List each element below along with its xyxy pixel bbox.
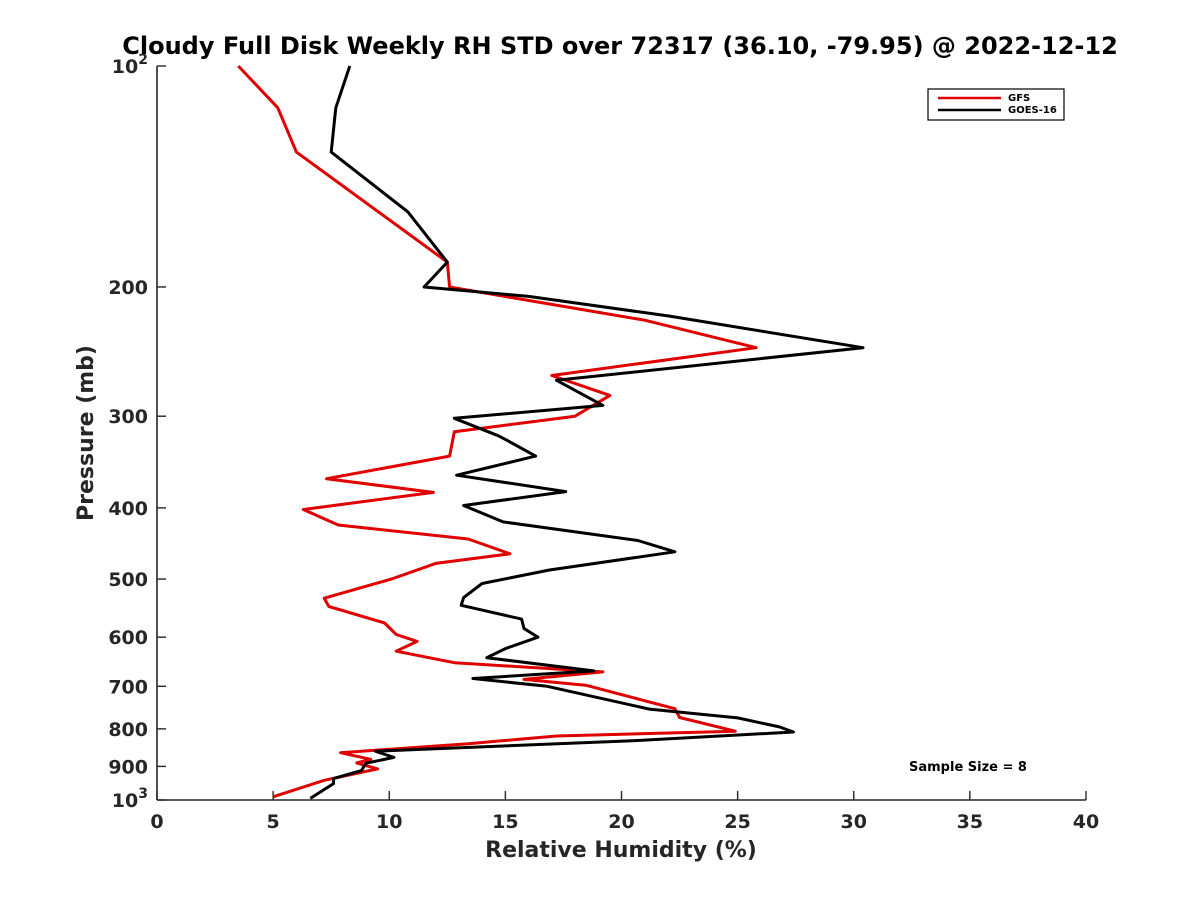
legend-box: [927, 88, 1065, 121]
x-tick-label: 20: [608, 811, 634, 833]
series-line-goes16: [309, 65, 865, 800]
y-tick-label: 900: [108, 756, 148, 778]
y-tick-label: 800: [108, 719, 148, 741]
x-tick-label: 25: [724, 811, 750, 833]
x-tick-label: 5: [267, 811, 280, 833]
y-ticks: 102 200 300 400 500 600 700 800 900 103: [108, 52, 166, 812]
y-tick-label: 500: [108, 569, 148, 591]
y-tick-label: 400: [108, 498, 148, 520]
x-tick-label: 10: [376, 811, 402, 833]
legend-label-goes16: GOES-16: [1008, 105, 1057, 116]
x-ticks: 0 5 10 15 20 25 30 35 40: [150, 791, 1099, 833]
x-tick-label: 35: [957, 811, 983, 833]
x-tick-label: 0: [150, 811, 163, 833]
y-tick-label: 102: [112, 52, 148, 78]
x-axis-label: Relative Humidity (%): [485, 838, 757, 863]
x-tick-label: 30: [841, 811, 867, 833]
y-tick-label: 300: [108, 406, 148, 428]
y-tick-label: 103: [112, 786, 148, 812]
legend-label-gfs: GFS: [1008, 93, 1030, 104]
x-tick-label: 15: [492, 811, 518, 833]
sample-size-annotation: Sample Size = 8: [909, 760, 1027, 775]
y-axis-label: Pressure (mb): [74, 345, 99, 521]
y-tick-label: 200: [108, 277, 148, 299]
series-line-gfs: [237, 64, 758, 799]
y-tick-label: 700: [108, 676, 148, 698]
chart-title: Cloudy Full Disk Weekly RH STD over 7231…: [122, 32, 1118, 60]
x-tick-label: 40: [1073, 811, 1099, 833]
series-lines: [237, 64, 865, 800]
y-tick-label: 600: [108, 627, 148, 649]
legend: GFS GOES-16: [927, 88, 1065, 121]
